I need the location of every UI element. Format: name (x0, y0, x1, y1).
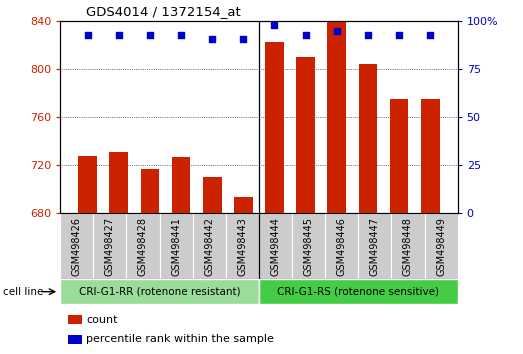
Bar (226, 213, 259, 279)
Bar (160, 213, 192, 279)
Text: GSM498442: GSM498442 (204, 217, 214, 276)
Bar (203, 177, 222, 213)
Bar (359, 64, 377, 213)
Point (83, 32, 92, 38)
Bar (296, 57, 315, 213)
Point (239, 36, 247, 41)
Bar (325, 213, 358, 279)
Point (146, 32, 154, 38)
Point (208, 36, 217, 41)
Bar (391, 213, 425, 279)
Bar (141, 169, 159, 213)
Point (301, 32, 310, 38)
Text: CRI-G1-RS (rotenone sensitive): CRI-G1-RS (rotenone sensitive) (277, 287, 439, 297)
Bar (60, 213, 93, 279)
Bar (292, 213, 325, 279)
Bar (234, 196, 253, 213)
Point (270, 22, 279, 28)
Bar (265, 42, 284, 213)
Text: GSM498448: GSM498448 (403, 217, 413, 276)
Bar (68, 315, 82, 324)
Bar (109, 152, 128, 213)
Bar (93, 213, 127, 279)
Point (115, 32, 123, 38)
Bar (259, 279, 458, 304)
Bar (68, 335, 82, 343)
Bar (390, 99, 408, 213)
Text: GSM498446: GSM498446 (337, 217, 347, 276)
Text: CRI-G1-RR (rotenone resistant): CRI-G1-RR (rotenone resistant) (78, 287, 241, 297)
Text: GSM498449: GSM498449 (436, 217, 446, 276)
Text: count: count (86, 315, 118, 325)
Text: percentile rank within the sample: percentile rank within the sample (86, 335, 274, 344)
Bar (421, 99, 439, 213)
Point (426, 32, 435, 38)
Text: GDS4014 / 1372154_at: GDS4014 / 1372154_at (86, 5, 241, 18)
Point (395, 32, 403, 38)
Bar (192, 213, 226, 279)
Text: GSM498443: GSM498443 (237, 217, 247, 276)
Text: GSM498428: GSM498428 (138, 217, 148, 276)
Text: GSM498427: GSM498427 (105, 217, 115, 276)
Bar (358, 213, 391, 279)
Bar (425, 213, 458, 279)
Bar (78, 156, 97, 213)
Text: GSM498445: GSM498445 (303, 217, 314, 276)
Point (177, 32, 185, 38)
Text: GSM498444: GSM498444 (270, 217, 280, 276)
Text: cell line: cell line (3, 287, 43, 297)
Bar (259, 213, 292, 279)
Text: GSM498447: GSM498447 (370, 217, 380, 276)
Bar (127, 213, 160, 279)
Text: GSM498426: GSM498426 (72, 217, 82, 276)
Point (333, 28, 341, 34)
Bar (327, 21, 346, 213)
Point (363, 32, 372, 38)
Bar (172, 157, 190, 213)
Bar (60, 279, 259, 304)
Text: GSM498441: GSM498441 (171, 217, 181, 276)
